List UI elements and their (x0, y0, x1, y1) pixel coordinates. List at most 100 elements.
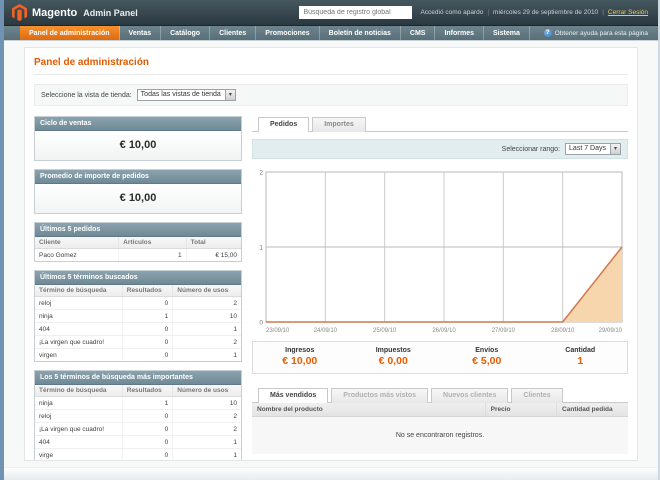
column-header-resultados: Resultados (122, 285, 174, 297)
table-row[interactable]: virge 0 1 (35, 448, 241, 460)
range-label: Seleccionar rango: (501, 145, 561, 153)
total-label: Impuestos (375, 347, 411, 354)
cell: 0 (122, 435, 174, 449)
store-view-switcher: Seleccione la vista de tienda: Todas las… (34, 84, 628, 106)
table-row[interactable]: virgen 0 1 (35, 348, 241, 361)
svg-text:1: 1 (259, 245, 263, 252)
current-date: miércoles 29 de septiembre de 2010 (493, 9, 599, 16)
magento-logo: Magento Admin Panel (12, 4, 138, 21)
store-view-select[interactable]: Todas las vistas de tienda ▾ (136, 89, 236, 101)
table-row[interactable]: ¡La virgen que cuadro! 0 2 (35, 335, 241, 349)
lifetime-sales-value: € 10,00 (35, 131, 241, 160)
help-link[interactable]: ? Obtener ayuda para esta página (543, 26, 658, 40)
orders-tab-panel: Seleccionar rango: Last 7 Days ▾ 0 1 2 23/0… (252, 132, 628, 454)
nav-item-boletin-de-noticias[interactable]: Boletín de noticias (320, 26, 401, 40)
last-orders-box: Últimos 5 pedidos Cliente Artículos Total P… (34, 222, 242, 262)
tab-pedidos[interactable]: Pedidos (258, 117, 310, 132)
tab-importes[interactable]: Importes (312, 117, 366, 132)
svg-text:0: 0 (259, 320, 263, 327)
nav-item-clientes[interactable]: Clientes (210, 26, 257, 40)
products-grid: Nombre del producto Precio Cantidad pedida… (252, 403, 628, 454)
total-value: € 5,00 (472, 355, 502, 367)
column-header-precio: Precio (485, 403, 558, 417)
last-search-terms-box: Últimos 5 términos buscados Término de b… (34, 270, 242, 362)
svg-text:28/09/10: 28/09/10 (551, 328, 575, 334)
table-row[interactable]: ninja 1 10 (35, 396, 241, 410)
cell: 1 (118, 248, 187, 261)
column-header-numero-de-usos: Número de usos (172, 385, 241, 397)
table-row[interactable]: 404 0 1 (35, 322, 241, 336)
tab-nuevos-clientes[interactable]: Nuevos clientes (431, 388, 509, 403)
products-tabs: Más vendidos Productos más vistos Nuevos c… (252, 387, 628, 403)
svg-text:29/09/10: 29/09/10 (599, 328, 623, 334)
svg-text:23/09/10: 23/09/10 (266, 328, 290, 334)
tab-mas-vendidos[interactable]: Más vendidos (258, 388, 329, 403)
page-body: Panel de administración Seleccione la vi… (4, 41, 658, 461)
column-header-nombre-del-producto: Nombre del producto (252, 403, 486, 417)
total-value: € 10,00 (282, 355, 318, 367)
range-select[interactable]: Last 7 Days ▾ (565, 143, 621, 155)
cell: 404 (35, 322, 123, 336)
cell: 0 (122, 335, 174, 349)
store-view-label: Seleccione la vista de tienda: (41, 91, 132, 99)
nav-item-panel-de-administracion[interactable]: Panel de administración (20, 26, 120, 40)
cell: 1 (172, 348, 241, 361)
table-row[interactable]: Paco Gomez 1 € 15,00 (35, 248, 241, 261)
cell: 1 (172, 322, 241, 336)
column-header-articulos: Artículos (118, 237, 187, 249)
orders-area-chart: 0 1 2 23/09/10 24/09/10 25/09/10 26/09/10 27/09… (252, 166, 628, 336)
total-value: 1 (577, 355, 584, 367)
nav-item-informes[interactable]: Informes (435, 26, 485, 40)
table-row[interactable]: reloj 0 2 (35, 409, 241, 423)
cell: Paco Gomez (35, 248, 120, 261)
cell: 1 (122, 396, 174, 410)
global-search-input[interactable] (299, 6, 413, 19)
tab-clientes[interactable]: Clientes (511, 388, 563, 403)
cell: 10 (172, 309, 241, 323)
range-selector-bar: Seleccionar rango: Last 7 Days ▾ (252, 139, 628, 159)
cell: 0 (122, 322, 174, 336)
cell: ¡La virgen que cuadro! (35, 422, 123, 436)
cell: ¡La virgen que cuadro! (35, 335, 123, 349)
nav-item-sistema[interactable]: Sistema (484, 26, 530, 40)
total-impuestos: Impuestos € 0,00 (347, 342, 441, 373)
cell: 1 (172, 435, 241, 449)
cell: 0 (122, 409, 174, 423)
dropdown-arrow-icon: ▾ (224, 90, 235, 100)
dashboard-sidebar: Ciclo de ventas € 10,00 Promedio de impo… (34, 116, 242, 460)
footer-strip (4, 467, 658, 480)
lifetime-sales-box: Ciclo de ventas € 10,00 (34, 116, 242, 161)
svg-text:24/09/10: 24/09/10 (314, 328, 338, 334)
total-ingresos: Ingresos € 10,00 (253, 342, 347, 373)
cell: reloj (35, 409, 123, 423)
cell: virgen (35, 348, 123, 361)
svg-text:27/09/10: 27/09/10 (492, 328, 516, 334)
cell: 1 (172, 448, 241, 460)
total-label: Cantidad (565, 347, 596, 354)
cell: ninja (35, 309, 123, 323)
cell: 0 (122, 348, 174, 361)
cell: 0 (122, 422, 174, 436)
table-row[interactable]: 404 0 1 (35, 435, 241, 449)
session-info: Accedió como apardo | miércoles 29 de se… (420, 9, 648, 16)
brand-suffix: Admin Panel (83, 7, 138, 18)
cell: reloj (35, 296, 123, 310)
table-row[interactable]: ¡La virgen que cuadro! 0 2 (35, 422, 241, 436)
logged-in-as: Accedió como apardo (420, 9, 484, 16)
tab-productos-mas-vistos[interactable]: Productos más vistos (331, 388, 429, 403)
cell: 2 (172, 296, 241, 310)
column-header-resultados: Resultados (122, 385, 174, 397)
nav-item-ventas[interactable]: Ventas (120, 26, 162, 40)
box-title: Últimos 5 pedidos (35, 223, 241, 237)
total-cantidad: Cantidad 1 (534, 342, 628, 373)
table-row[interactable]: reloj 0 2 (35, 296, 241, 310)
column-header-termino-de-busqueda: Término de búsqueda (35, 285, 123, 297)
table-row[interactable]: ninja 1 10 (35, 309, 241, 323)
box-title: Ciclo de ventas (35, 117, 241, 131)
logout-link[interactable]: Cerrar Sesión (607, 9, 648, 16)
nav-item-promociones[interactable]: Promociones (256, 26, 320, 40)
cell: 0 (122, 296, 174, 310)
chart-tabs: Pedidos Importes (252, 116, 628, 132)
nav-item-cms[interactable]: CMS (401, 26, 436, 40)
nav-item-catalogo[interactable]: Catálogo (161, 26, 211, 40)
